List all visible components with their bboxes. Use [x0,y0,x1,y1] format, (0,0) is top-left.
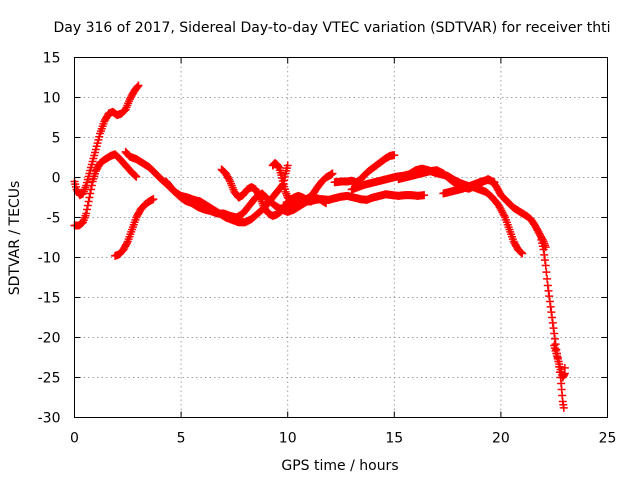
x-axis-title: GPS time / hours [281,458,398,474]
grid-lines [74,57,608,418]
data-point [133,82,142,91]
y-tick-label: 10 [43,91,61,107]
data-point [131,171,140,180]
y-tick-label: -5 [47,211,61,227]
data-point [134,81,143,90]
x-tick-label: 10 [279,431,297,447]
x-tick-label: 20 [492,431,510,447]
data-point [225,175,234,184]
series-arc-3 [111,195,158,260]
data-point [390,151,399,160]
data-point [122,239,131,248]
y-tick-label: -20 [38,331,61,347]
x-tick-label: 15 [385,431,403,447]
data-point [496,204,505,213]
data-point [420,191,429,200]
data-point [490,178,499,187]
data-point [517,248,526,257]
data-point [499,210,508,219]
data-point [87,185,96,194]
data-point [497,206,506,215]
data-point [500,211,509,220]
data-series-group [70,81,569,412]
data-point [149,195,158,204]
data-point [83,205,92,214]
series-arc-9 [330,151,399,187]
x-tick-label: 25 [599,431,617,447]
data-point [132,172,141,181]
y-axis-title: SDTVAR / TECUs [7,181,23,296]
data-point [255,191,264,200]
y-axis-ticks: -30 -25 -20 -15 -10 -5 0 5 10 15 [38,51,608,427]
x-tick-label: 0 [70,431,79,447]
x-tick-label: 5 [177,431,186,447]
data-point [559,403,568,412]
series-arc-12 [439,175,499,198]
data-point [518,249,527,258]
plot-frame [74,57,608,418]
data-point [86,189,95,198]
y-tick-label: 5 [52,131,61,147]
data-point [283,161,292,170]
y-tick-label: -30 [38,411,61,427]
data-point [84,197,93,206]
data-point [328,169,337,178]
y-tick-label: 0 [52,171,61,187]
data-point [560,363,569,372]
data-point [543,274,552,283]
x-axis-ticks: 0 5 10 15 20 25 [70,57,617,447]
y-tick-label: -25 [38,371,61,387]
data-point [498,208,507,217]
y-tick-label: 15 [43,51,61,67]
data-point [83,201,92,210]
series-arc-2 [70,150,141,230]
data-point [495,203,504,212]
series-arc-1 [70,81,143,200]
data-point [85,193,94,202]
data-point [82,209,91,218]
y-tick-label: -15 [38,291,61,307]
data-point [130,171,139,180]
series-arc-14 [550,341,569,382]
series-arc-8 [279,190,429,210]
data-point [87,181,96,190]
data-point [516,247,525,256]
y-tick-label: -10 [38,251,61,267]
data-point [494,201,503,210]
chart-title: Day 316 of 2017, Sidereal Day-to-day VTE… [54,20,611,36]
